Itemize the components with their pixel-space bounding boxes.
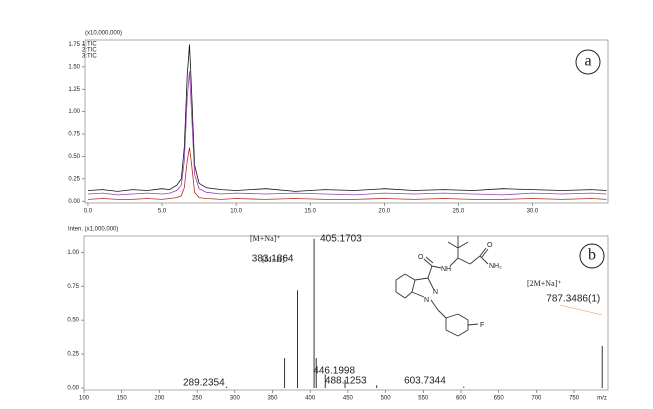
- y-tick-label: 0.75: [67, 284, 79, 290]
- y-tick-label: 1.00: [68, 109, 80, 115]
- x-tick-label: 30.0: [527, 209, 539, 215]
- ion-annotation: [M+Na]⁺: [250, 234, 281, 243]
- x-tick-label: 200: [154, 396, 165, 402]
- x-tick-label: 650: [494, 396, 505, 402]
- series-line: [87, 44, 607, 192]
- y-tick-label: 1.00: [67, 250, 79, 256]
- ion-annotation: [M+H]⁺: [262, 255, 289, 264]
- legend-entry: 3:TIC: [82, 54, 97, 60]
- atom-label: O: [487, 242, 493, 249]
- y-tick-label: 1.50: [68, 64, 80, 70]
- peak-label: 289.2354: [183, 378, 225, 389]
- atom-label: N: [424, 297, 429, 304]
- x-tick-label: 100: [79, 396, 90, 402]
- x-tick-label: 150: [117, 396, 128, 402]
- ion-annotation: [2M+Na]⁺: [527, 279, 562, 288]
- y-tick-label: 0.25: [68, 176, 80, 182]
- x-tick-label: 10.0: [230, 209, 242, 215]
- x-tick-label: 20.0: [378, 209, 390, 215]
- x-tick-label: 350: [267, 396, 278, 402]
- y-tick-label: 0.00: [68, 199, 80, 205]
- y-tick-label: 0.25: [67, 352, 79, 358]
- axis-note: (x10,000,000): [85, 31, 122, 37]
- series-line: [87, 147, 607, 200]
- atom-label: O: [418, 254, 424, 261]
- x-tick-label: 250: [192, 396, 203, 402]
- atom-label: F: [480, 322, 484, 329]
- y-tick-label: 1.75: [68, 42, 80, 48]
- leader-line: [559, 304, 603, 316]
- y-tick-label: 1.25: [68, 87, 80, 93]
- panel-label: a: [584, 53, 591, 70]
- peak-label: 603.7344: [404, 376, 446, 387]
- peak-label: 446.1998: [313, 366, 355, 377]
- y-tick-label: 0.50: [68, 154, 80, 160]
- x-axis-label: m/z: [597, 396, 607, 402]
- x-tick-label: 750: [569, 396, 580, 402]
- plot-frame: [84, 39, 609, 204]
- atom-label: NH: [441, 266, 451, 273]
- x-tick-label: 450: [343, 396, 354, 402]
- panel-badge: [575, 49, 601, 75]
- y-tick-label: 0.50: [67, 318, 79, 324]
- panel-label: b: [588, 247, 596, 264]
- x-tick-label: 550: [418, 396, 429, 402]
- peak-label: 787.3486(1): [546, 294, 600, 305]
- atom-label: N: [433, 289, 438, 296]
- plot-frame: [83, 235, 609, 391]
- panel-badge: [579, 243, 605, 269]
- legend-entry: 2:TIC: [82, 48, 97, 54]
- structure: O NH O NH₂ N N F: [395, 236, 502, 337]
- atom-label: NH₂: [489, 263, 502, 270]
- y-tick-label: 0.75: [68, 132, 80, 138]
- y-tick-label: 0.00: [67, 386, 79, 392]
- x-tick-label: 700: [531, 396, 542, 402]
- x-tick-label: 600: [456, 396, 467, 402]
- peak-label: 383.1864: [252, 254, 294, 265]
- axis-note: Inten. (x1,000,000): [68, 227, 118, 233]
- x-tick-label: 5.0: [158, 209, 167, 215]
- peak-label: 488.1253: [325, 376, 367, 387]
- x-tick-label: 25.0: [453, 209, 465, 215]
- x-tick-label: 500: [381, 396, 392, 402]
- x-tick-label: 300: [230, 396, 241, 402]
- peak-label: 405.1703: [320, 234, 362, 245]
- series-line: [87, 71, 607, 196]
- legend-entry: 1:TIC: [82, 42, 97, 48]
- x-tick-label: 400: [305, 396, 316, 402]
- x-tick-label: 15.0: [304, 209, 316, 215]
- x-tick-label: 0.0: [84, 209, 93, 215]
